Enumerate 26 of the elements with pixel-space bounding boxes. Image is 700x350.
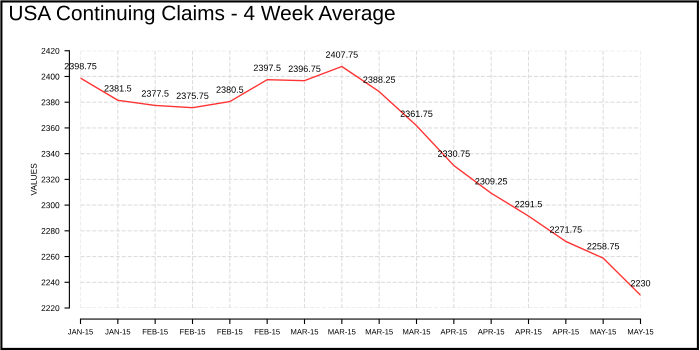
y-tick-label: 2380 — [42, 99, 60, 106]
data-label: 2396.75 — [288, 66, 320, 72]
data-label: 2258.75 — [587, 243, 620, 250]
data-label: 2291.5 — [515, 200, 542, 208]
data-label: 2397.5 — [254, 64, 281, 71]
data-label: 2407.75 — [326, 51, 358, 58]
y-tick-label: 2240 — [42, 279, 60, 286]
y-tick-label: 2360 — [42, 125, 60, 132]
y-tick-label: 2400 — [42, 74, 60, 80]
y-tick-label: 2260 — [42, 254, 60, 260]
y-tick-label: 2220 — [42, 305, 60, 312]
data-label: 2309.25 — [475, 178, 508, 184]
data-label: 2230 — [630, 280, 650, 286]
y-axis-title: VALUES — [30, 164, 37, 196]
data-label: 2380.5 — [216, 86, 244, 93]
chart-title: USA Continuing Claims - 4 Week Average — [10, 5, 395, 24]
y-tick-label: 2320 — [42, 176, 60, 182]
y-tick-label: 2340 — [42, 150, 60, 157]
y-tick-label: 2420 — [42, 48, 60, 54]
y-tick-label: 2300 — [42, 202, 60, 208]
data-label: 2377.5 — [142, 90, 169, 97]
y-tick-label: 2280 — [42, 228, 60, 234]
data-label: 2381.5 — [104, 85, 132, 92]
data-label: 2271.75 — [550, 226, 582, 233]
data-label: 2388.25 — [363, 76, 396, 83]
data-label: 2375.75 — [176, 92, 208, 99]
